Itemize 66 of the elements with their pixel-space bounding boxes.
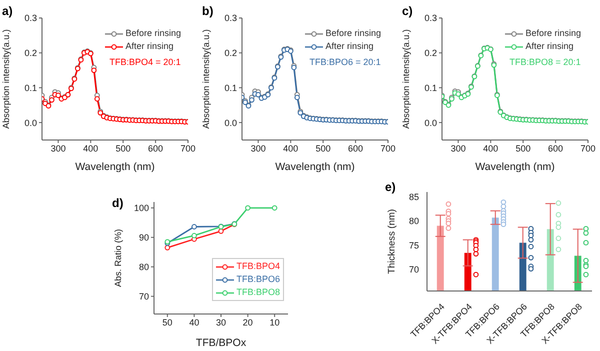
y-tick-label: 85	[408, 192, 419, 202]
legend-label: After rinsing	[525, 40, 574, 53]
y-tick-label: 75	[408, 240, 419, 250]
x-tick-label: 20	[242, 317, 253, 328]
y-tick-label: 0.3	[224, 13, 237, 24]
legend-label: TFB:BPO8	[236, 286, 280, 299]
x-tick-label: 700	[580, 143, 596, 154]
y-tick-label: 80	[138, 262, 149, 272]
x-tick-label: 50	[162, 317, 172, 328]
x-tick-label: 10	[270, 317, 280, 328]
x-axis-title: Wavelength (nm)	[475, 161, 555, 173]
legend-label: Before rinsing	[325, 27, 381, 40]
x-tick-label: 300	[250, 143, 266, 154]
legend-label: Before rinsing	[125, 27, 181, 40]
y-tick-label: 0.0	[24, 118, 37, 128]
chart-title: c)	[402, 4, 413, 18]
y-tick-label: 0.0	[224, 118, 237, 128]
y-tick-label: 0.2	[224, 48, 237, 58]
y-tick-label: 80	[408, 216, 419, 226]
x-tick-label: 400	[283, 143, 298, 154]
x-tick-label: 700	[380, 143, 396, 154]
y-tick-label: 70	[138, 292, 149, 302]
x-tick-label: 300	[50, 143, 66, 154]
annotation: TFB:BPO6 = 20:1	[309, 56, 381, 68]
x-tick-label: 700	[180, 143, 196, 154]
chart-title: d)	[112, 196, 124, 210]
x-tick-label: 400	[83, 143, 98, 154]
x-tick-label: 40	[189, 317, 200, 328]
legend-label: TFB:BPO6	[236, 273, 280, 286]
x-tick-label: 600	[148, 143, 164, 154]
legend-label: After rinsing	[325, 40, 374, 53]
legend-label: Before rinsing	[525, 27, 581, 40]
annotation: TFB:BPO4 = 20:1	[109, 56, 181, 68]
legend-label: TFB:BPO4	[236, 260, 280, 273]
x-axis-title: TFB/BPOx	[196, 337, 247, 349]
x-tick-label: 500	[116, 143, 131, 154]
x-tick-label: 400	[483, 143, 498, 154]
x-tick-label: 600	[348, 143, 364, 154]
x-axis-title: Wavelength (nm)	[275, 161, 355, 173]
y-tick-label: 0.1	[24, 82, 37, 93]
chart-title: e)	[385, 180, 396, 194]
x-tick-label: 600	[548, 143, 564, 154]
annotation: TFB:BPO8 = 20:1	[509, 56, 581, 68]
y-axis-title: Absorption intensity(a.u.)	[401, 29, 412, 129]
chart-title: b)	[202, 4, 214, 18]
x-tick-label: 500	[516, 143, 531, 154]
y-tick-label: 0.1	[224, 82, 237, 93]
x-tick-label: 300	[450, 143, 466, 154]
y-tick-label: 90	[138, 232, 149, 243]
x-axis-title: Wavelength (nm)	[75, 161, 155, 173]
y-tick-label: 0.3	[424, 13, 437, 24]
y-tick-label: 0.2	[424, 48, 437, 58]
y-tick-label: 70	[408, 264, 419, 274]
legend-label: After rinsing	[125, 40, 174, 53]
y-axis-title: Absorption intensity(a.u.)	[201, 29, 212, 129]
x-tick-label: 500	[316, 143, 331, 154]
x-tick-label: 30	[216, 317, 226, 328]
chart-title: a)	[2, 4, 13, 18]
y-tick-label: 100	[134, 203, 149, 214]
y-axis-title: Thickness (nm)	[386, 209, 398, 274]
y-axis-title: Absorption intensity(a.u.)	[1, 29, 12, 129]
y-tick-label: 0.3	[24, 13, 37, 24]
y-tick-label: 0.2	[24, 48, 37, 58]
y-axis-title: Abs. Ratio (%)	[113, 228, 124, 288]
y-tick-label: 0.0	[424, 118, 437, 128]
y-tick-label: 0.1	[424, 82, 437, 93]
